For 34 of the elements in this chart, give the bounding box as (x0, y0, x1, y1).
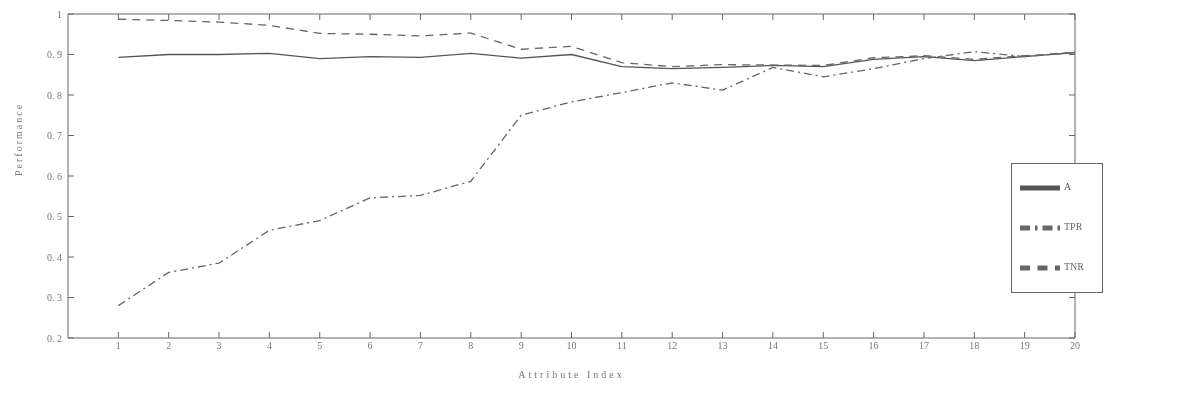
x-axis-title: Attribute Index (518, 369, 625, 380)
x-tick-label: 14 (767, 340, 778, 352)
x-tick-label: 17 (918, 340, 929, 352)
y-tick-label: 0. 3 (47, 292, 62, 304)
y-tick-label: 0. 7 (47, 130, 62, 142)
y-axis-title: Performance (12, 102, 24, 176)
x-tick-label: 4 (266, 340, 272, 352)
x-tick-label: 8 (468, 340, 474, 352)
x-tick-label: 1 (115, 340, 121, 352)
x-tick-label: 15 (818, 340, 829, 352)
x-tick-label: 2 (166, 340, 172, 352)
y-tick-label: 0. 2 (47, 332, 62, 344)
x-tick-label: 6 (367, 340, 373, 352)
x-tick-label: 12 (667, 340, 678, 352)
x-tick-label: 16 (868, 340, 879, 352)
x-tick-label: 19 (1019, 340, 1030, 352)
legend-label: TPR (1064, 221, 1083, 233)
x-tick-label: 7 (417, 340, 423, 352)
x-tick-label: 3 (216, 340, 222, 352)
x-tick-label: 13 (717, 340, 728, 352)
y-tick-label: 0. 4 (47, 251, 62, 263)
y-tick-label: 0. 9 (47, 49, 62, 61)
legend-label: TNR (1064, 261, 1084, 273)
x-tick-label: 5 (317, 340, 323, 352)
y-tick-label: 0. 8 (47, 89, 62, 101)
legend-label: A (1064, 181, 1072, 193)
y-tick-label: 0. 5 (47, 211, 62, 223)
y-tick-label: 1 (57, 8, 62, 20)
x-tick-label: 11 (617, 340, 627, 352)
x-tick-label: 9 (518, 340, 524, 352)
y-tick-label: 0. 6 (47, 170, 62, 182)
x-tick-label: 20 (1070, 340, 1080, 352)
x-tick-label: 10 (566, 340, 577, 352)
x-tick-label: 18 (969, 340, 980, 352)
